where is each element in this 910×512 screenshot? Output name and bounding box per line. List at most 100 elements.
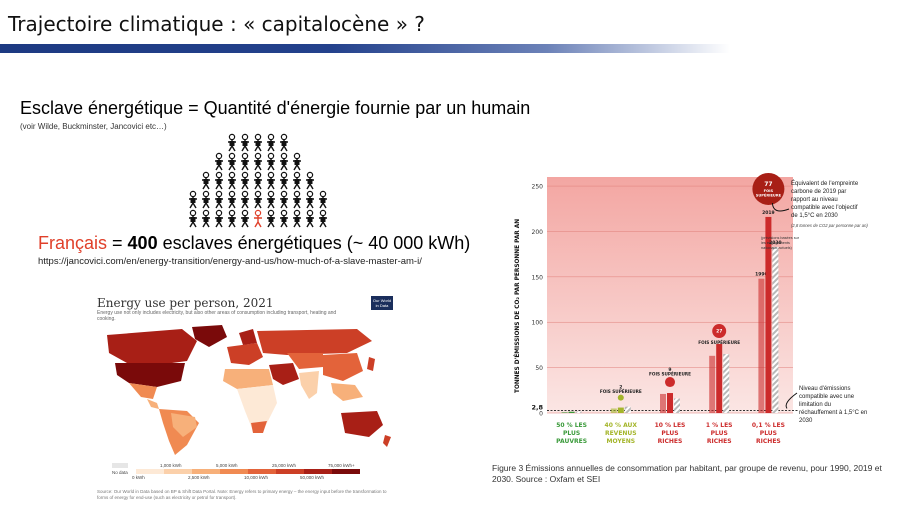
map-australia xyxy=(341,411,383,437)
legend-label: 1,000 kWh xyxy=(160,463,182,468)
y-tick-label: 150 xyxy=(532,274,544,281)
person-icon xyxy=(280,152,288,171)
map-japan xyxy=(367,357,375,371)
person-icon xyxy=(280,171,288,190)
map-title: Energy use per person, 2021 xyxy=(97,296,274,310)
bar-2019 xyxy=(716,344,723,413)
arrow-top xyxy=(771,202,790,212)
legend-swatch xyxy=(304,469,332,474)
jancovici-link[interactable]: https://jancovici.com/en/energy-transiti… xyxy=(38,256,422,267)
map-china xyxy=(323,353,363,381)
person-highlight-icon xyxy=(254,209,262,228)
legend-swatch xyxy=(164,469,192,474)
bar-2019 xyxy=(568,411,575,413)
owid-logo: Our World in Data xyxy=(371,296,393,310)
bar-2030 xyxy=(575,411,582,413)
map-subtitle: Energy use not only includes electricity… xyxy=(97,310,337,322)
map-brazil xyxy=(171,413,197,437)
person-icon xyxy=(267,171,275,190)
map-central-asia xyxy=(287,353,323,369)
person-icon xyxy=(241,171,249,190)
bubble-label: SUPÉRIEURE xyxy=(756,192,782,197)
bar-year-label: 2030 xyxy=(769,240,782,246)
bar-2030 xyxy=(772,246,779,413)
y-tick-label: 250 xyxy=(532,184,544,191)
bar-2030 xyxy=(624,406,631,413)
annotation-2030: les engagements xyxy=(761,241,790,245)
person-icon xyxy=(267,190,275,209)
bubble-value: 9 xyxy=(668,367,671,373)
slave-count: 400 xyxy=(127,233,158,253)
map-canada xyxy=(107,329,197,365)
person-icon xyxy=(254,171,262,190)
legend-label: 75,000 kWh+ xyxy=(328,463,355,468)
multiplier-bubble xyxy=(752,172,785,205)
legend-label: 10,000 kWh xyxy=(244,475,269,480)
multiplier-bubble xyxy=(617,394,624,401)
category-label: PLUS xyxy=(711,430,728,437)
person-icon xyxy=(215,190,223,209)
person-icon xyxy=(254,133,262,152)
map-africa-south xyxy=(237,385,277,431)
annotation-bottom: compatible avec une xyxy=(799,394,855,400)
bar-2030 xyxy=(723,354,730,413)
person-icon xyxy=(215,152,223,171)
person-icon xyxy=(254,190,262,209)
legend-label-no-data: No data xyxy=(112,470,128,475)
annotation-top: de 1,5°C en 2030 xyxy=(791,213,838,219)
threshold-label: 2,8 xyxy=(531,403,543,411)
energy-slave-references: (voir Wilde, Buckminster, Jancovici etc…… xyxy=(20,122,167,131)
bar-1990 xyxy=(758,278,765,413)
person-icon xyxy=(280,133,288,152)
francais-word: Français xyxy=(38,233,108,253)
francais-energy-slaves: Français = 400 esclaves énergétiques (~ … xyxy=(38,233,470,254)
bar-1990 xyxy=(610,408,617,413)
category-label: 10 % LES xyxy=(655,422,686,429)
category-label: RICHES xyxy=(756,438,781,445)
bar-1990 xyxy=(561,412,568,413)
person-icon xyxy=(267,152,275,171)
person-icon xyxy=(215,171,223,190)
annotation-top: carbone de 2019 par xyxy=(791,189,846,195)
legend-swatch xyxy=(192,469,220,474)
person-icon xyxy=(202,209,210,228)
legend-swatch xyxy=(136,469,164,474)
map-usa xyxy=(115,363,185,387)
category-label: 50 % LES xyxy=(556,422,587,429)
person-icon xyxy=(241,152,249,171)
legend-label: 2,500 kWh xyxy=(188,475,210,480)
annotation-bottom: limitation du xyxy=(799,402,831,408)
energy-map-panel: Energy use per person, 2021 Energy use n… xyxy=(82,293,402,508)
y-tick-label: 0 xyxy=(539,411,543,418)
annotation-top: compatible avec l'objectif xyxy=(791,205,858,211)
legend-swatch-no-data xyxy=(112,463,128,468)
bubble-value: 77 xyxy=(764,181,772,188)
y-axis-label: TONNES D'ÉMISSIONS DE CO₂ PAR PERSONNE P… xyxy=(513,219,521,393)
person-icon xyxy=(306,209,314,228)
person-icon xyxy=(215,209,223,228)
bar-2019 xyxy=(667,393,673,413)
person-icon xyxy=(241,133,249,152)
category-label: PLUS xyxy=(563,430,580,437)
map-central-america xyxy=(147,399,159,409)
bar-year-label: 2019 xyxy=(762,210,775,216)
map-south-africa xyxy=(251,421,267,433)
annotation-top-note: (2,8 tonnes de CO2 par personne par an) xyxy=(791,223,868,228)
person-icon xyxy=(189,190,197,209)
person-icon xyxy=(202,190,210,209)
category-label: PAUVRES xyxy=(556,438,587,445)
map-mexico xyxy=(129,383,157,399)
legend-label: 5,000 kWh xyxy=(216,463,238,468)
legend-label: 25,000 kWh xyxy=(272,463,297,468)
slave-count-rest: esclaves énergétiques (~ 40 000 kWh) xyxy=(157,233,471,253)
bubble-value: 27 xyxy=(716,329,722,335)
bar-2019 xyxy=(765,216,772,413)
person-icon xyxy=(267,133,275,152)
y-tick-label: 100 xyxy=(532,320,544,327)
person-icon xyxy=(202,171,210,190)
person-icon xyxy=(228,209,236,228)
legend-swatch xyxy=(248,469,276,474)
arrow-bottom xyxy=(785,392,798,409)
person-pyramid-icon xyxy=(189,133,327,228)
person-icon xyxy=(228,190,236,209)
